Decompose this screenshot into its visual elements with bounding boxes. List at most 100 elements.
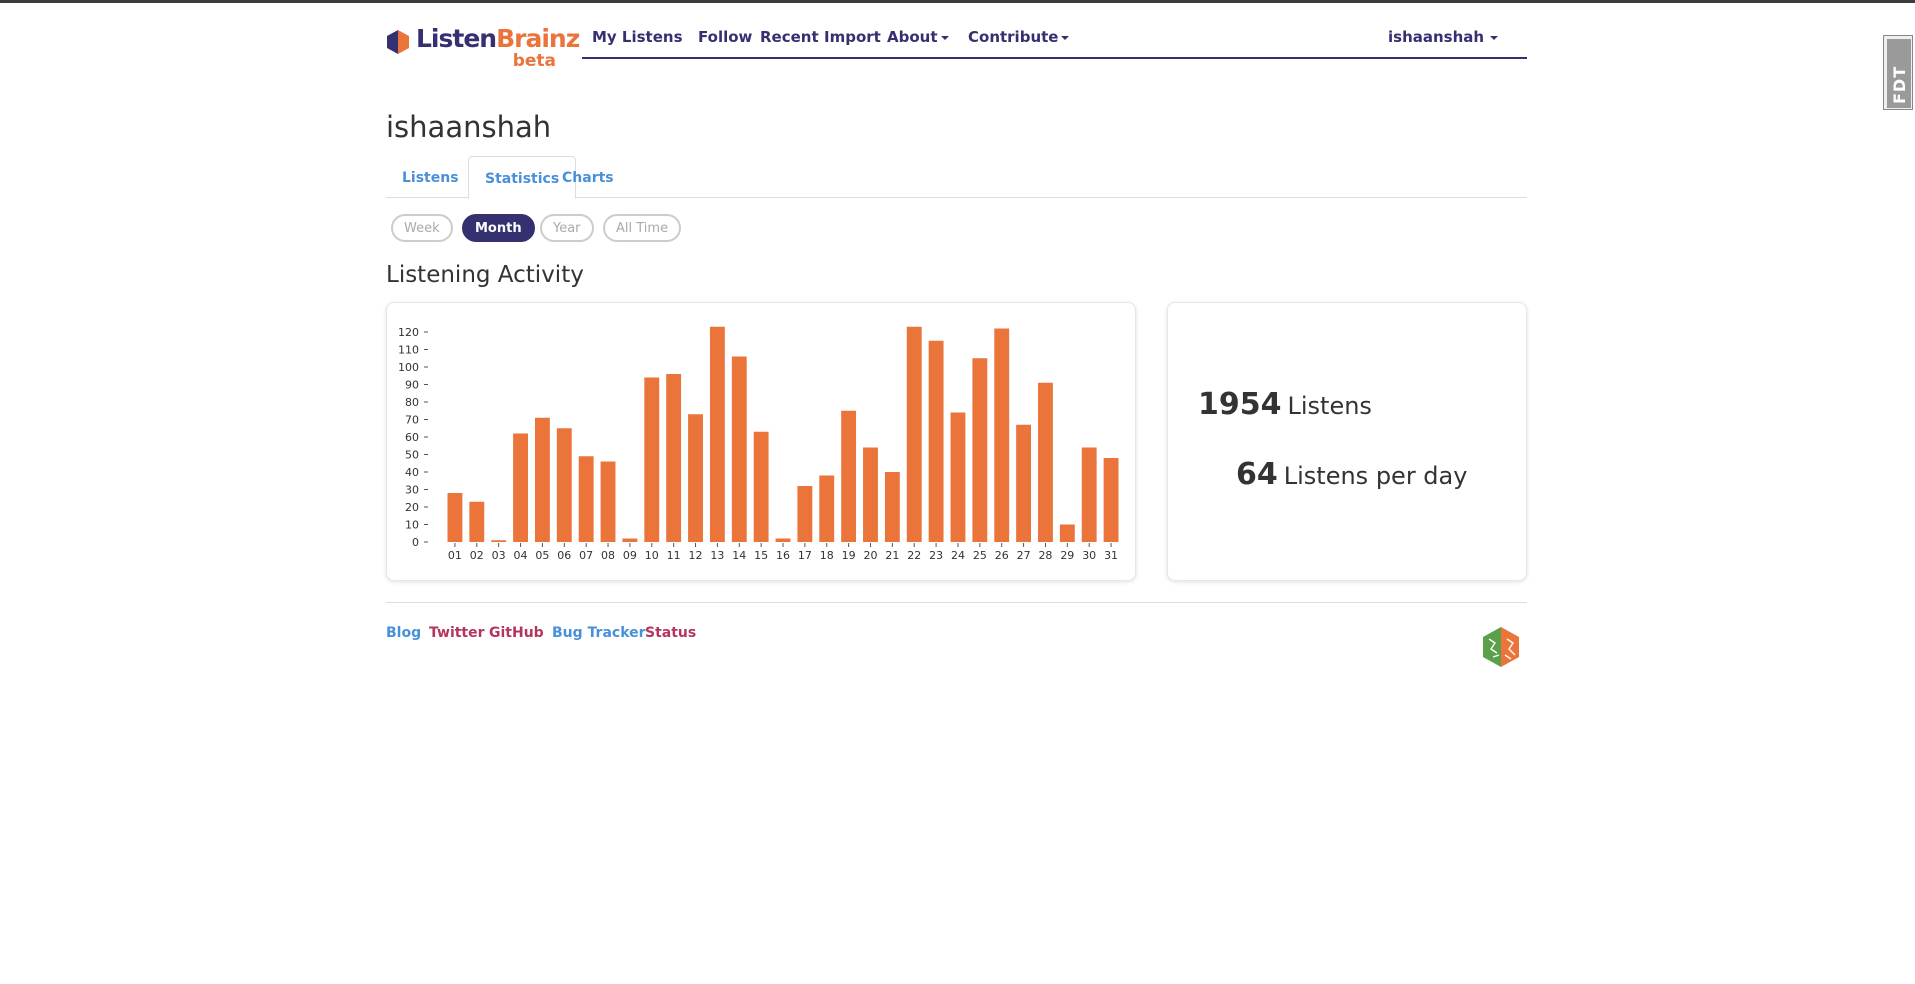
x-axis-tick-label: 19 [842,549,856,562]
x-axis-tick-label: 12 [689,549,703,562]
listening-activity-heading: Listening Activity [386,262,584,288]
chart-bar[interactable] [534,417,550,542]
chart-bar[interactable] [906,326,922,542]
x-axis-tick-label: 31 [1104,549,1118,562]
chart-bar[interactable] [491,540,507,542]
chart-bar[interactable] [578,456,594,542]
nav-my-listens[interactable]: My Listens [592,28,683,46]
x-axis-tick-label: 23 [929,549,943,562]
user-menu-dropdown[interactable]: ishaanshah [1388,28,1499,46]
footer-link-twitter[interactable]: Twitter [429,625,485,641]
y-axis-tick-label: 120 [398,326,419,339]
x-axis-tick-label: 26 [995,549,1009,562]
y-axis-tick-label: 40 [405,466,419,479]
y-axis-tick-label: 30 [405,484,419,497]
chart-bar[interactable] [600,461,616,543]
range-year-button[interactable]: Year [540,214,594,242]
chart-bar[interactable] [928,340,944,542]
x-axis-tick-label: 15 [754,549,768,562]
chart-bar[interactable] [972,358,988,542]
chart-bar[interactable] [994,328,1010,543]
y-axis-tick-label: 10 [405,519,419,532]
x-axis-tick-label: 24 [951,549,965,562]
nav-about-dropdown[interactable]: About [887,28,949,46]
x-axis-tick-label: 13 [710,549,724,562]
chart-bar[interactable] [841,410,857,542]
navbar: ListenBrainz beta My Listens Follow Rece… [386,14,1527,74]
footer: Blog Twitter GitHub Bug Tracker Status [386,602,1527,672]
footer-link-blog[interactable]: Blog [386,625,422,641]
user-menu-label: ishaanshah [1388,28,1485,46]
x-axis-tick-label: 11 [667,549,681,562]
x-axis-tick-label: 25 [973,549,987,562]
range-week-button[interactable]: Week [391,214,453,242]
profile-username: ishaanshah [386,110,552,144]
window-top-border [0,0,1915,3]
chart-bar[interactable] [819,475,835,543]
range-month-button[interactable]: Month [462,214,535,242]
x-axis-tick-label: 21 [885,549,899,562]
profile-tabs: Listens Statistics Charts [386,156,1527,199]
chart-bar[interactable] [731,356,747,543]
caret-down-icon [1490,35,1499,40]
chart-bar[interactable] [644,377,660,543]
x-axis-tick-label: 18 [820,549,834,562]
x-axis-tick-label: 20 [863,549,877,562]
x-axis-tick-label: 01 [448,549,462,562]
chart-bar[interactable] [447,493,463,542]
chart-bar[interactable] [688,414,703,542]
listening-stats-card: 1954 Listens 64 Listens per day [1167,302,1527,581]
total-listens-count: 1954 [1198,387,1282,422]
y-axis-tick-label: 90 [405,379,419,392]
chart-bar[interactable] [469,501,485,542]
chart-bar[interactable] [513,433,528,543]
chart-bar[interactable] [1081,447,1097,543]
y-axis-tick-label: 110 [398,344,419,357]
debug-toolbar-label: FDT [1890,65,1909,104]
chart-bar[interactable] [1103,458,1119,542]
caret-down-icon [940,35,949,40]
y-axis-tick-label: 70 [405,414,419,427]
tab-listens[interactable]: Listens [402,170,459,186]
chart-bar[interactable] [863,447,878,543]
chart-bar[interactable] [950,412,966,543]
x-axis-tick-label: 14 [732,549,746,562]
chart-bar[interactable] [622,538,638,543]
chart-bar[interactable] [753,431,769,542]
x-axis-tick-label: 02 [470,549,484,562]
chart-bar[interactable] [709,326,725,542]
nav-contribute-dropdown[interactable]: Contribute [968,28,1070,46]
x-axis-tick-label: 29 [1060,549,1074,562]
tab-statistics[interactable]: Statistics [468,156,577,199]
chart-bar[interactable] [556,428,572,542]
footer-link-bug-tracker[interactable]: Bug Tracker [552,625,646,641]
x-axis-tick-label: 27 [1017,549,1031,562]
range-all-time-button[interactable]: All Time [603,214,682,242]
chart-bar[interactable] [884,472,900,542]
tab-charts[interactable]: Charts [562,170,614,186]
nav-follow[interactable]: Follow [698,28,753,46]
x-axis-tick-label: 22 [907,549,921,562]
chart-bar[interactable] [666,374,682,542]
nav-recent[interactable]: Recent [760,28,819,46]
logo-hexagon-icon [387,30,409,54]
x-axis-tick-label: 09 [623,549,637,562]
chart-bar[interactable] [1038,382,1053,542]
y-axis-tick-label: 20 [405,501,419,514]
footer-link-status[interactable]: Status [645,625,697,641]
x-axis-tick-label: 03 [492,549,506,562]
x-axis-tick-label: 07 [579,549,593,562]
chart-bar[interactable] [1016,424,1032,542]
nav-about-label: About [887,28,938,46]
main-nav: My Listens Follow Recent Import About Co… [582,14,1527,59]
metabrainz-logo-icon[interactable] [1481,625,1521,673]
listening-activity-bar-chart: 0 10 20 30 40 50 60 70 80 90 100 110 120 01 02 03 04 05 06… [398,326,1119,562]
debug-toolbar-tab[interactable]: FDT [1883,35,1913,110]
footer-link-github[interactable]: GitHub [489,625,544,641]
chart-bar[interactable] [775,538,791,543]
listenbrainz-logo[interactable]: ListenBrainz beta [386,21,580,75]
chart-bar[interactable] [1059,524,1075,543]
chart-bar[interactable] [797,486,813,542]
x-axis-tick-label: 28 [1038,549,1052,562]
nav-import[interactable]: Import [824,28,881,46]
